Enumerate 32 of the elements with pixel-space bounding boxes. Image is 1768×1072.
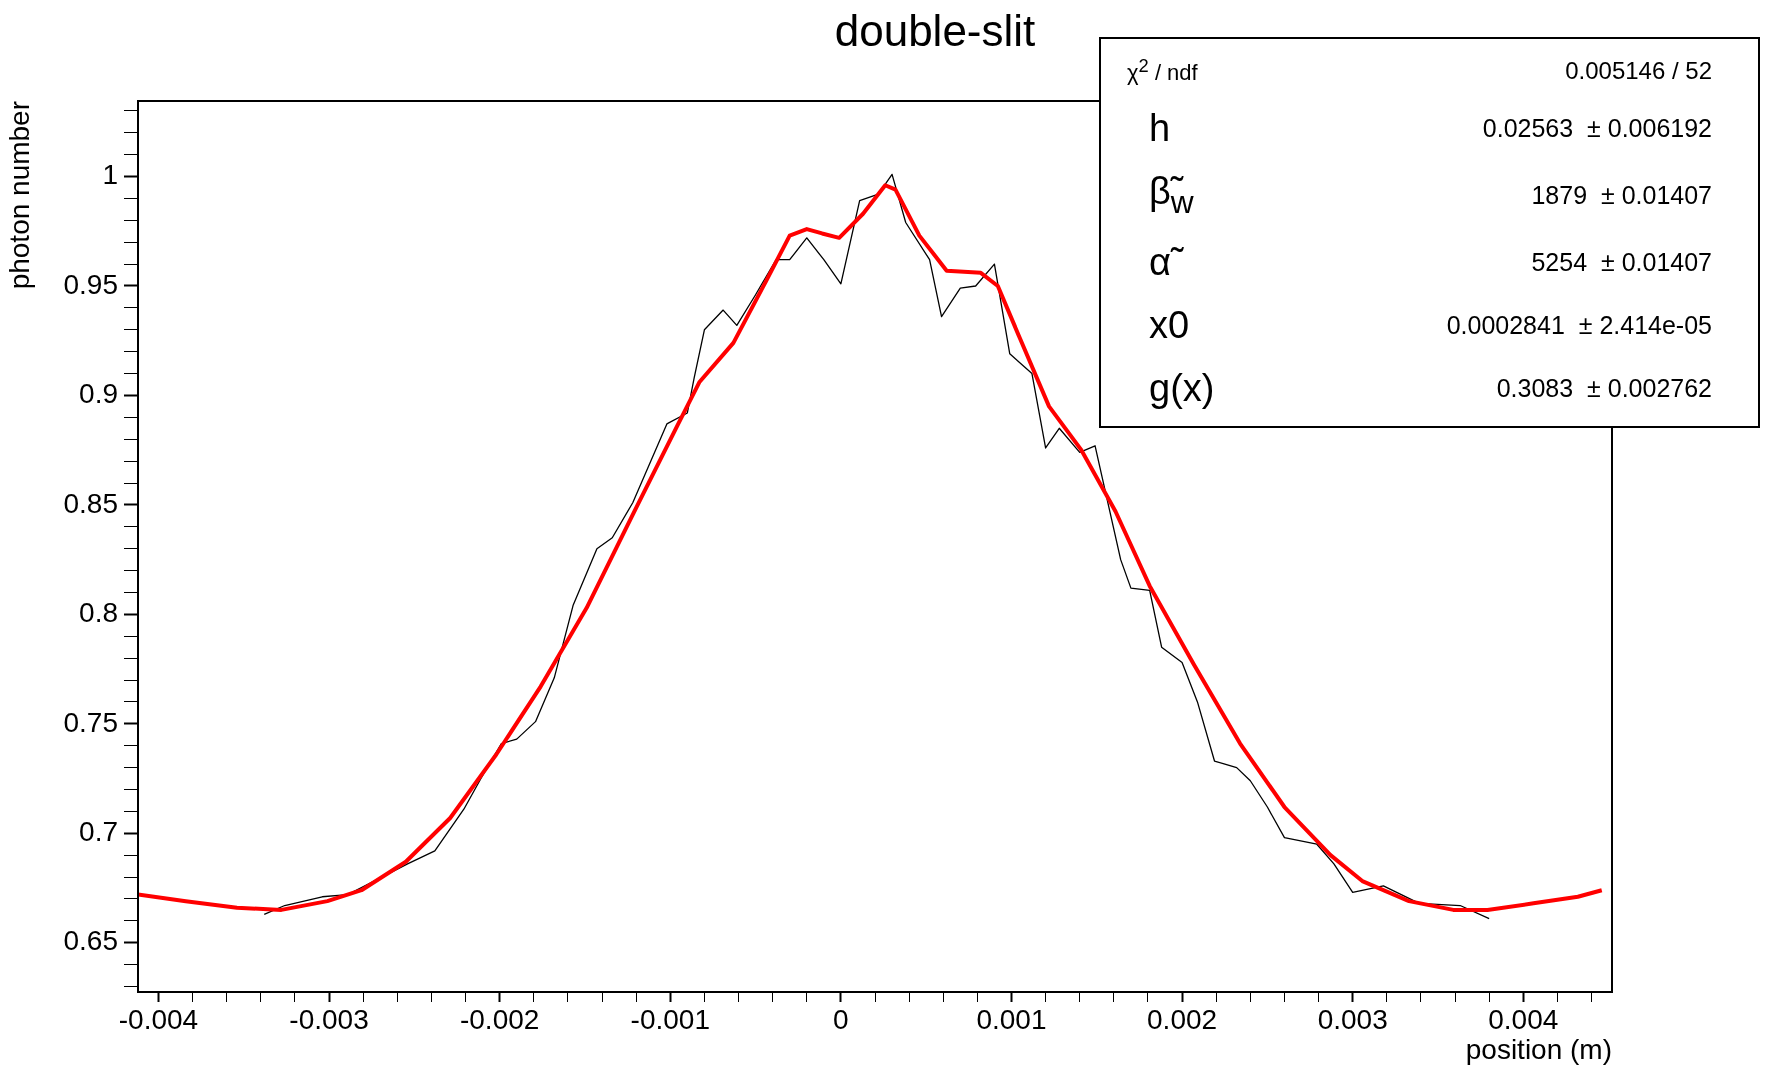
x-tick-label: 0.002 xyxy=(1147,1003,1218,1035)
annotation: 0.02563 ± 0.006192 xyxy=(1481,113,1712,143)
y-axis-title: photon number xyxy=(3,101,35,290)
y-tick-label: 0.85 xyxy=(63,487,118,519)
y-tick-label: 0.65 xyxy=(63,925,118,957)
y-tick-label: 0.75 xyxy=(63,706,118,738)
x-tick-label: -0.003 xyxy=(289,1003,369,1035)
y-tick-label: 0.95 xyxy=(63,268,118,300)
annotation: 0.0002841 ± 2.414e-05 xyxy=(1445,310,1712,340)
annotation: α̃ xyxy=(1148,240,1185,284)
x-tick-label: 0.003 xyxy=(1317,1003,1388,1035)
annotation: x0 xyxy=(1148,303,1191,347)
chart-title: double-slit xyxy=(834,6,1036,56)
annotation: h xyxy=(1148,106,1172,150)
x-tick-label: 0.004 xyxy=(1488,1003,1559,1035)
annotation: β̃$_{w}$ xyxy=(1148,169,1195,221)
text: χ$^{2}$ / ndf xyxy=(1127,55,1199,87)
annotation: 0.3083 ± 0.002762 xyxy=(1495,373,1712,403)
x-tick-label: -0.001 xyxy=(630,1003,710,1035)
y-tick-label: 0.9 xyxy=(79,378,118,410)
text: 0.005146 / 52 xyxy=(1564,56,1712,85)
annotation: g(x) xyxy=(1148,366,1215,410)
x-axis-title: position (m) xyxy=(1465,1033,1612,1065)
y-tick-label: 0.7 xyxy=(79,816,118,847)
y-tick-label: 0.8 xyxy=(79,597,118,629)
annotation: 1879 ± 0.01407 xyxy=(1530,180,1712,210)
annotation: 5254 ± 0.01407 xyxy=(1530,247,1712,277)
x-tick-label: 0.001 xyxy=(976,1003,1047,1035)
x-tick-label: -0.002 xyxy=(459,1003,540,1035)
y-tick-label: 1 xyxy=(102,159,118,191)
x-tick-label: 0 xyxy=(833,1003,849,1035)
x-tick-label: -0.004 xyxy=(118,1003,199,1035)
